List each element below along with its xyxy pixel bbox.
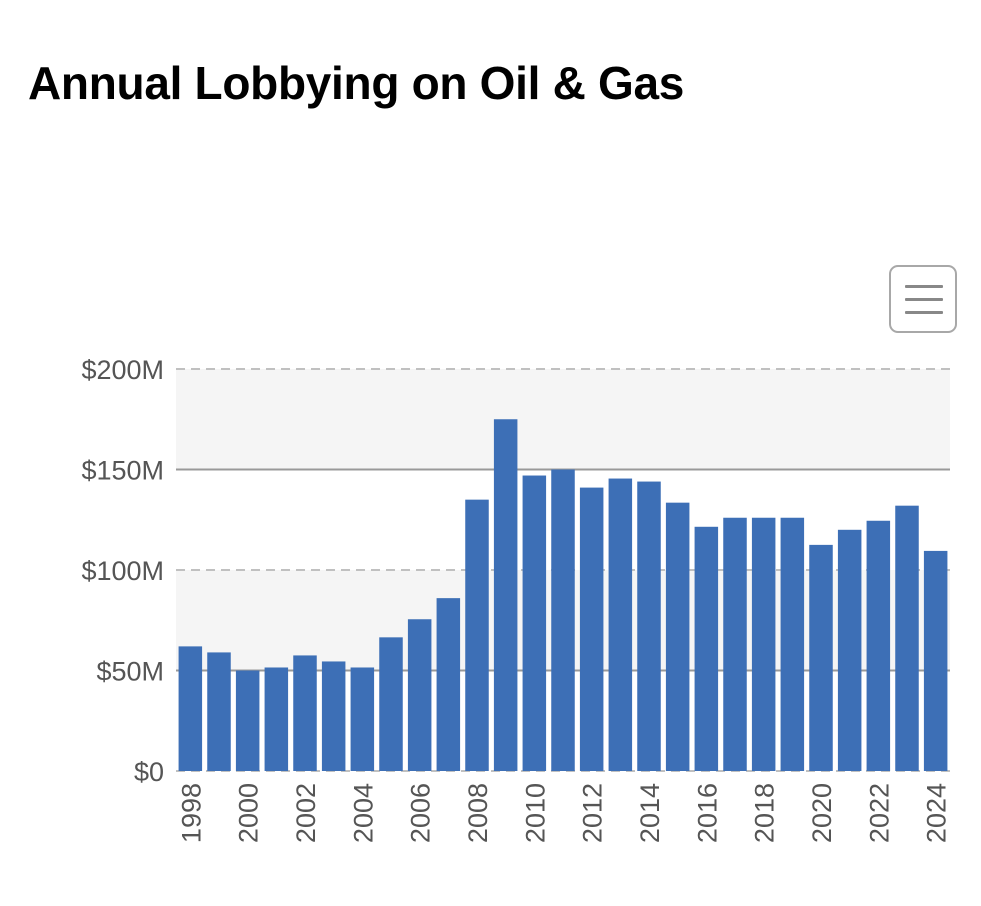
x-tick-label: 2020: [807, 783, 837, 843]
bar-2017: [723, 517, 747, 771]
bar-2006: [407, 619, 432, 771]
y-tick-label: $150M: [81, 456, 164, 486]
x-tick-label: 2014: [635, 783, 665, 843]
x-tick-label: 2002: [291, 783, 321, 843]
bar-2022: [866, 520, 891, 771]
bar-2021: [837, 529, 862, 771]
x-tick-label: 2016: [692, 783, 722, 843]
x-tick-label: 2004: [348, 783, 378, 843]
bar-1998: [178, 646, 203, 771]
hamburger-menu-icon-line-2: [905, 298, 943, 301]
bar-2007: [436, 598, 461, 771]
bar-2012: [579, 487, 604, 771]
bar-2018: [751, 517, 776, 771]
bar-2011: [551, 469, 575, 771]
y-tick-label: $200M: [81, 355, 164, 385]
bar-2004: [350, 667, 375, 771]
bar-2015: [665, 502, 690, 771]
bar-2010: [522, 475, 547, 771]
x-tick-label: 2024: [922, 783, 952, 843]
plot-band: [176, 369, 950, 470]
x-tick-label: 2000: [234, 783, 264, 843]
bar-2020: [809, 544, 833, 771]
bar-2024: [923, 550, 948, 771]
x-tick-label: 1998: [176, 783, 206, 843]
bar-2002: [293, 655, 317, 771]
x-tick-label: 2006: [406, 783, 436, 843]
hamburger-menu-icon-line-3: [905, 311, 943, 314]
bar-2003: [321, 661, 346, 771]
bar-2016: [694, 526, 719, 771]
bar-2023: [895, 505, 919, 771]
chart-menu-button[interactable]: [889, 265, 957, 333]
bar-2000: [235, 670, 260, 771]
x-axis-tick-labels: 1998 2000 2002 2004 2006 2008 2010 2012 2014 2016…: [176, 783, 951, 843]
y-tick-label: $0: [134, 757, 164, 787]
bar-2005: [379, 637, 403, 771]
x-tick-label: 2018: [750, 783, 780, 843]
bar-2001: [264, 667, 289, 771]
x-tick-label: 2010: [520, 783, 550, 843]
bar-2009: [493, 419, 518, 771]
bar-2013: [608, 478, 633, 771]
y-tick-label: $50M: [96, 657, 164, 687]
x-tick-label: 2012: [578, 783, 608, 843]
x-tick-label: 2008: [463, 783, 493, 843]
hamburger-menu-icon-line-1: [905, 285, 943, 288]
y-axis-tick-labels: $0 $50M $100M $150M $200M: [81, 355, 164, 787]
bar-series: [178, 419, 948, 771]
bar-2008: [465, 499, 489, 771]
chart-title: Annual Lobbying on Oil & Gas: [28, 57, 685, 109]
x-tick-label: 2022: [864, 783, 894, 843]
bar-2019: [780, 517, 805, 771]
bar-2014: [637, 481, 661, 771]
bar-1999: [207, 652, 231, 771]
y-tick-label: $100M: [81, 556, 164, 586]
